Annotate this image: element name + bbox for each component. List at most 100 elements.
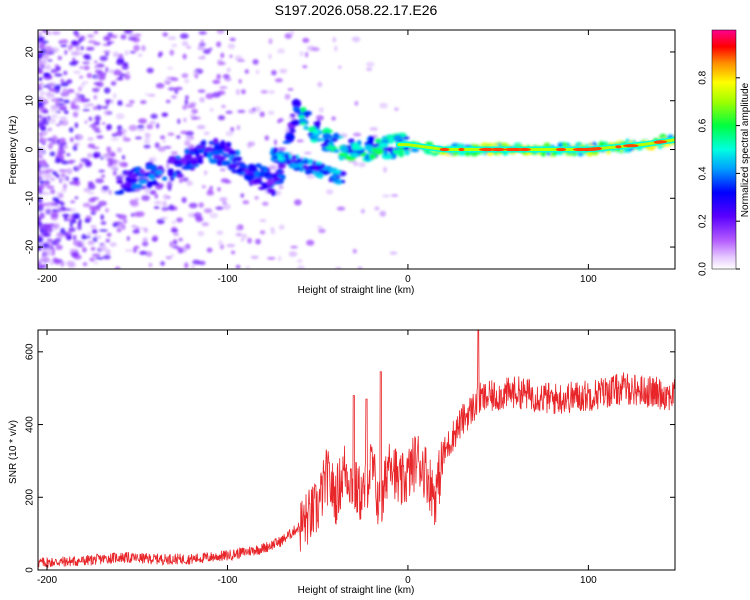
noise-cell xyxy=(72,234,77,241)
noise-cell xyxy=(206,247,213,253)
ridge-cell xyxy=(298,114,305,120)
noise-cell xyxy=(60,44,68,48)
noise-cell xyxy=(221,104,226,109)
noise-cell xyxy=(247,141,255,147)
ridge-cell xyxy=(213,137,219,144)
ridge-cell xyxy=(203,151,209,158)
noise-cell xyxy=(49,261,55,265)
noise-cell xyxy=(238,79,242,84)
ridge-cell xyxy=(302,110,312,116)
ridge-cell xyxy=(282,140,291,144)
noise-cell xyxy=(334,45,338,52)
noise-cell xyxy=(156,218,165,225)
noise-cell xyxy=(303,151,312,155)
noise-cell xyxy=(100,156,104,160)
noise-cell xyxy=(270,227,275,232)
noise-cell xyxy=(44,226,53,234)
noise-cell xyxy=(78,37,83,43)
ridge-cell xyxy=(333,149,340,153)
noise-cell xyxy=(143,227,148,233)
x-tick-label: -200 xyxy=(37,274,57,285)
ridge-cell xyxy=(266,187,275,194)
ridge-cell xyxy=(285,157,291,162)
ridge-cell xyxy=(345,155,351,160)
colorbar-tick-label: 0.4 xyxy=(698,166,709,180)
noise-cell xyxy=(174,86,183,91)
ridge-cell xyxy=(364,144,373,151)
noise-cell xyxy=(95,104,102,110)
noise-cell xyxy=(57,150,66,155)
noise-cell xyxy=(47,86,52,90)
ridge-cell xyxy=(274,181,283,185)
noise-cell xyxy=(240,238,244,242)
noise-cell xyxy=(38,219,41,226)
ridge-cell xyxy=(367,136,372,144)
ridge-cell xyxy=(138,179,148,184)
noise-cell xyxy=(369,127,379,131)
spectrogram-x-label: Height of straight line (km) xyxy=(298,285,415,296)
noise-cell xyxy=(111,133,118,138)
noise-cell xyxy=(209,212,219,219)
noise-cell xyxy=(66,168,73,175)
noise-cell xyxy=(227,43,236,50)
noise-cell xyxy=(182,104,188,110)
ridge-cell xyxy=(323,129,333,134)
noise-cell xyxy=(79,98,88,103)
noise-cell xyxy=(165,256,173,260)
noise-cell xyxy=(166,162,170,169)
noise-cell xyxy=(183,247,188,251)
noise-cell xyxy=(38,217,42,221)
noise-cell xyxy=(157,146,166,152)
noise-cell xyxy=(142,241,149,247)
noise-cell xyxy=(90,225,97,229)
noise-cell xyxy=(133,44,141,52)
noise-cell xyxy=(102,153,111,157)
ridge-peak xyxy=(458,147,465,152)
snr-x-ticks: -200 -100 0 100 xyxy=(37,330,597,586)
noise-cell xyxy=(73,96,82,103)
noise-cell xyxy=(43,45,53,52)
ridge-cell xyxy=(147,164,155,170)
noise-cell xyxy=(365,61,375,67)
noise-cell xyxy=(38,96,45,101)
noise-cell xyxy=(138,118,147,124)
noise-cell xyxy=(56,110,61,114)
noise-cell xyxy=(315,115,324,121)
ridge-cell xyxy=(540,151,546,156)
noise-cell xyxy=(241,233,248,240)
noise-cell xyxy=(94,115,101,122)
noise-cell xyxy=(262,201,269,206)
noise-cell xyxy=(66,89,75,93)
noise-cell xyxy=(212,79,221,85)
y-tick-label: 0 xyxy=(25,146,36,152)
noise-cell xyxy=(186,180,193,186)
noise-cell xyxy=(209,185,213,190)
noise-cell xyxy=(101,122,106,125)
noise-cell xyxy=(229,37,236,42)
noise-cell xyxy=(284,93,291,100)
noise-cell xyxy=(184,78,190,84)
ridge-cell xyxy=(244,169,249,175)
noise-cell xyxy=(306,239,315,246)
noise-cell xyxy=(180,130,189,135)
ridge-cell xyxy=(320,163,325,170)
noise-cell xyxy=(305,51,309,58)
noise-cell xyxy=(54,238,61,243)
noise-cell xyxy=(95,121,100,124)
noise-cell xyxy=(163,194,169,200)
ridge-cell xyxy=(310,134,320,139)
noise-cell xyxy=(98,200,107,207)
noise-cell xyxy=(294,199,302,206)
noise-cell xyxy=(38,86,43,91)
noise-cell xyxy=(74,122,79,129)
noise-cell xyxy=(75,92,80,96)
noise-cell xyxy=(41,166,48,170)
noise-cell xyxy=(270,230,276,235)
ridge-cell xyxy=(321,170,329,176)
ridge-cell xyxy=(263,169,268,172)
noise-cell xyxy=(167,132,175,136)
noise-cell xyxy=(64,49,68,55)
noise-cell xyxy=(220,178,229,184)
noise-cell xyxy=(144,132,151,139)
